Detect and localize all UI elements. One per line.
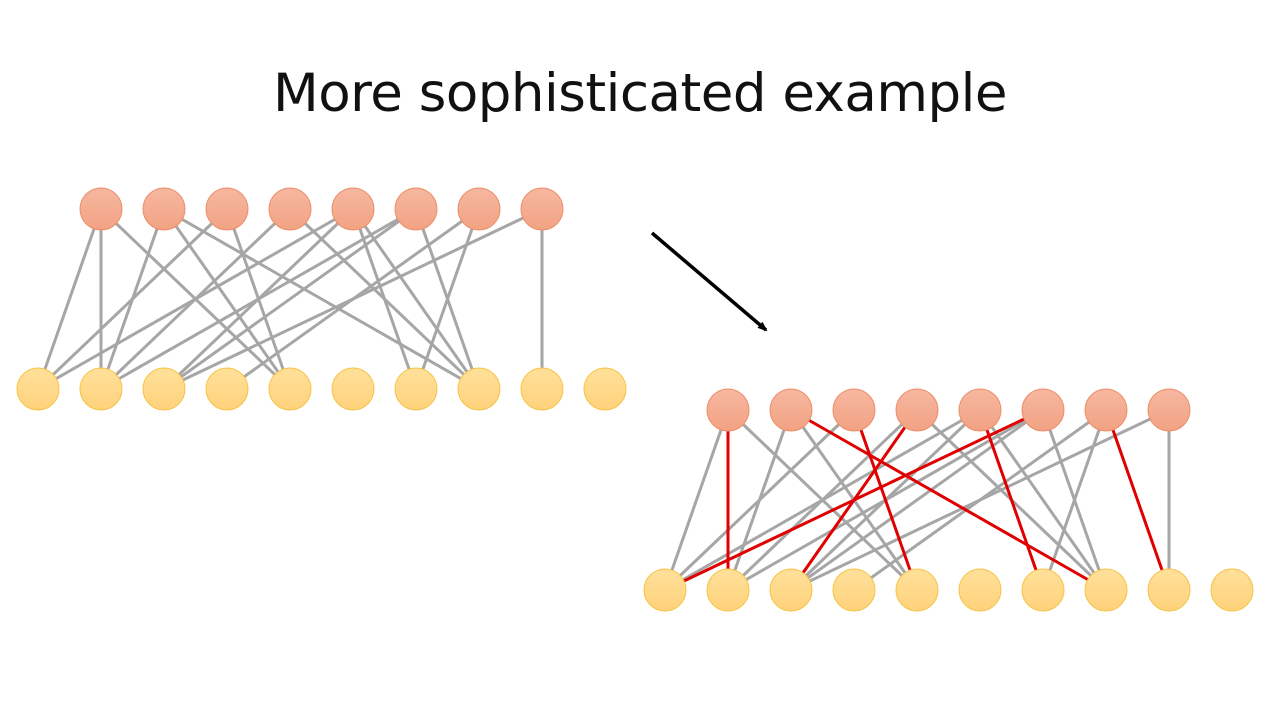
bottom-node [958,568,1002,612]
bottom-node [142,367,186,411]
edge [663,408,856,592]
edge [978,408,1108,592]
bottom-node [268,367,312,411]
top-node [1147,388,1191,432]
edge [162,207,418,391]
bottom-node [832,568,876,612]
edge [36,207,229,391]
bottom-node [1021,568,1065,612]
top-node [1084,388,1128,432]
bottom-node [643,568,687,612]
edge [663,408,730,592]
edge [36,207,355,391]
edge [351,207,418,391]
edge [162,207,481,391]
matched-edge [789,408,1108,592]
bottom-node [583,367,627,411]
edge [789,408,1045,592]
top-node [331,187,375,231]
transition-arrow [650,231,768,332]
bottom-node [706,568,750,612]
bottom-node [769,568,813,612]
top-node [79,187,123,231]
bottom-node [205,367,249,411]
matched-edge [663,408,1045,592]
slide-title: More sophisticated example [273,63,1007,124]
matched-edge [852,408,919,592]
edge [162,207,292,391]
top-node [832,388,876,432]
matched-edge [978,408,1045,592]
bottom-node [457,367,501,411]
original-bipartite-graph [16,187,627,411]
top-node [268,187,312,231]
top-node [520,187,564,231]
top-node [895,388,939,432]
top-node [142,187,186,231]
top-node [706,388,750,432]
edge [414,207,481,391]
top-node [394,187,438,231]
edge [36,207,103,391]
top-node [205,187,249,231]
top-node [958,388,1002,432]
bottom-node [1084,568,1128,612]
matched-edge [1104,408,1171,592]
top-node [769,388,813,432]
edge [789,408,1171,592]
top-node [457,187,501,231]
bottom-node [1147,568,1191,612]
bottom-node [1210,568,1254,612]
bottom-node [331,367,375,411]
top-node [1021,388,1065,432]
bottom-node [895,568,939,612]
edge [663,408,982,592]
bottom-node [16,367,60,411]
matched-bipartite-graph [643,388,1254,612]
bottom-node [79,367,123,411]
edge [351,207,481,391]
bottom-node [394,367,438,411]
bottom-node [520,367,564,411]
edge [99,207,418,391]
edge [162,207,544,391]
